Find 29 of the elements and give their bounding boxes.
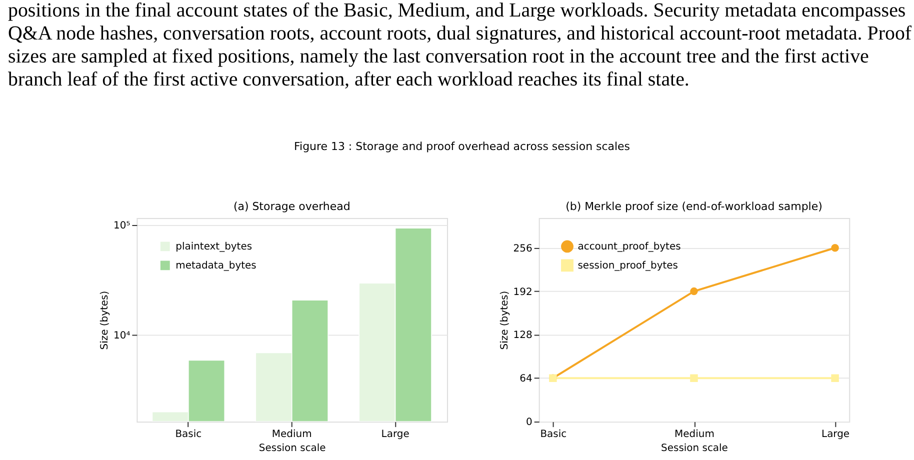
x-tick-label: Basic <box>540 429 567 440</box>
text: positions in the final account states of the Basic, Medium, and Large workloads. Security metadata encompasses Q&A node hashes, conversation roots, account roots, dual signatures, and historical account-root metadata. Proof sizes are sampled at fixed positions, namely the last conversation root in the account tree and the first active branch leaf of the first active conversation, after each workload reaches its final state. <box>8 0 912 90</box>
legend-label: session_proof_bytes <box>578 260 678 272</box>
point <box>831 244 839 252</box>
x-axis-title: Session scale <box>258 443 326 454</box>
y-tick-label: 128 <box>513 330 532 342</box>
y-tick-label: 10⁵ <box>114 220 130 232</box>
legend-label: account_proof_bytes <box>578 241 681 252</box>
y-tick-label: 10⁴ <box>114 330 130 342</box>
x-tick-label: Basic <box>175 429 202 440</box>
x-tick-label: Medium <box>272 429 312 440</box>
caption: Figure 13 : Storage and proof overhead across session scales <box>294 140 630 154</box>
point <box>690 287 698 296</box>
chart-title: (a) Storage overhead <box>233 200 350 214</box>
y-tick-label: 192 <box>513 286 532 298</box>
x-tick-label: Medium <box>674 429 714 440</box>
x-tick-label: Large <box>381 429 410 440</box>
legend-label: metadata_bytes <box>176 260 256 272</box>
y-axis-title: Size (bytes) <box>100 290 111 350</box>
y-tick-label: 256 <box>513 243 532 254</box>
point <box>690 374 698 382</box>
chart-title: (b) Merkle proof size (end-of-workload sample) <box>566 200 822 214</box>
y-tick-label: 0 <box>526 417 532 428</box>
y-tick-label: 64 <box>520 374 532 385</box>
x-axis-title: Session scale <box>661 443 728 454</box>
point <box>831 374 839 382</box>
legend-label: plaintext_bytes <box>176 241 252 252</box>
y-axis-title: Size (bytes) <box>499 290 510 350</box>
x-tick-label: Large <box>822 429 850 440</box>
